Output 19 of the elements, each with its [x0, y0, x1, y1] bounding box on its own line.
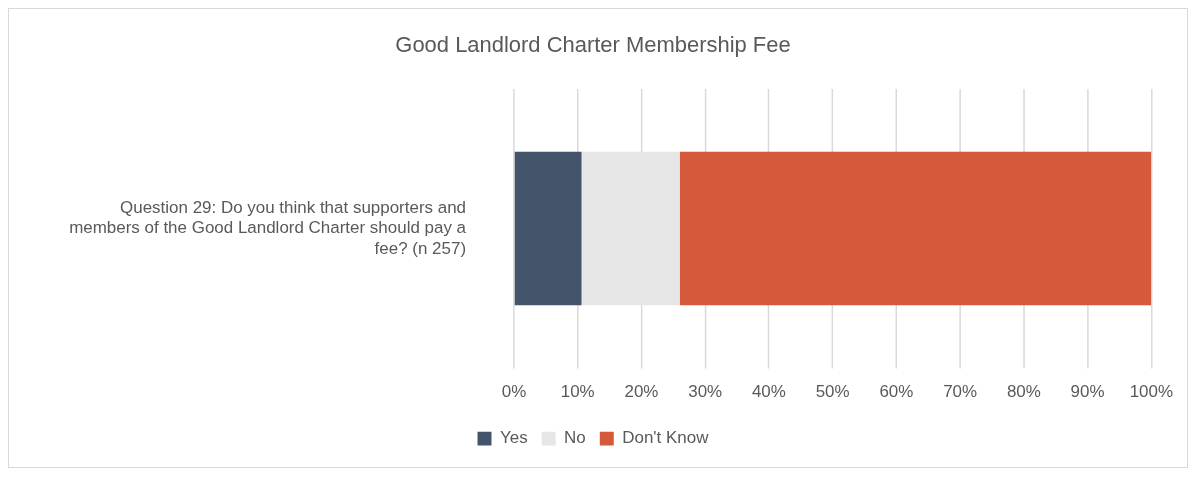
- x-tick-label: 50%: [815, 381, 850, 401]
- bar: [679, 151, 1152, 306]
- bar: [581, 151, 680, 306]
- x-tick-label: 60%: [879, 381, 914, 401]
- x-tick-label: 20%: [624, 381, 659, 401]
- chart-title: Good Landlord Charter Membership Fee: [395, 32, 791, 58]
- x-tick-label: 100%: [1129, 381, 1174, 401]
- x-tick-label: 10%: [560, 381, 595, 401]
- x-tick-label: 70%: [943, 381, 978, 401]
- x-tick-label: 80%: [1006, 381, 1041, 401]
- legend-label: No: [564, 428, 586, 448]
- x-tick-label: 90%: [1070, 381, 1105, 401]
- x-tick-label: 30%: [688, 381, 723, 401]
- x-tick-label: 40%: [751, 381, 786, 401]
- legend-label: Yes: [499, 428, 528, 448]
- legend-label: Don't Know: [622, 428, 710, 448]
- y-tick-label: Question 29: Do you think that supporters and members of the Good Landlord Charter should pay a fee? (n 257): [69, 197, 467, 258]
- bar: [514, 151, 582, 306]
- x-tick-label: 0%: [501, 381, 527, 401]
